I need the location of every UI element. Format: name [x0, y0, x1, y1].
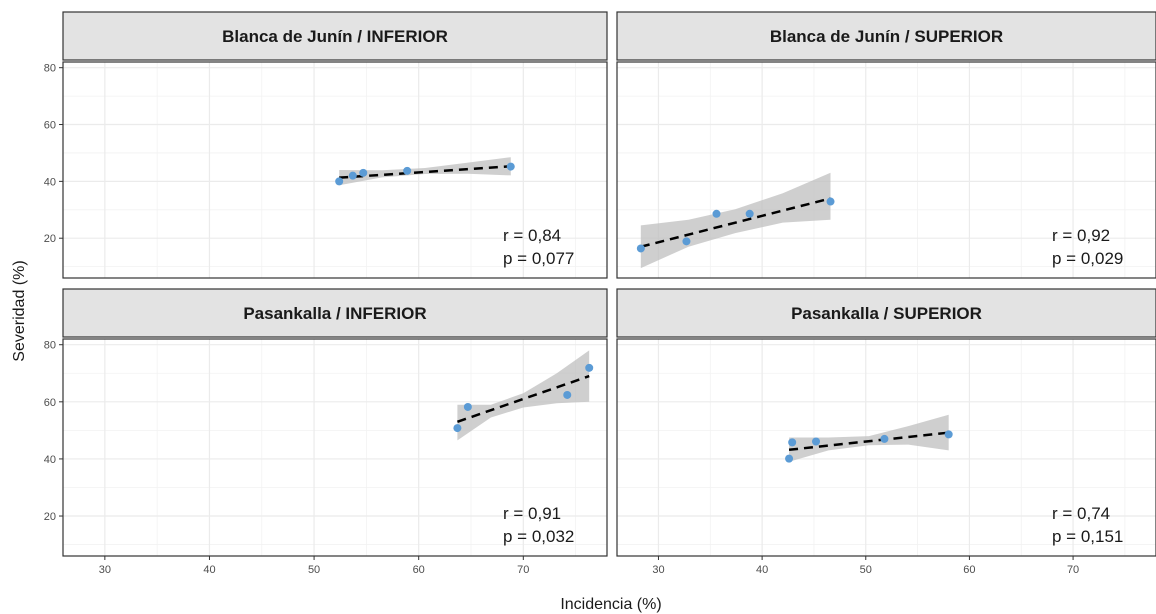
data-point: [712, 209, 721, 218]
panel-content: [63, 62, 607, 278]
facet-panel: r = 0,84 p = 0,077 Blanca de Junín / INFER…: [44, 11, 608, 279]
data-point: [403, 166, 412, 175]
x-tick-label: 30: [652, 564, 664, 576]
fit-line: [339, 165, 511, 179]
x-tick-label: 30: [99, 564, 111, 576]
panel-border: [616, 61, 1156, 279]
facet-title: Blanca de Junín / INFERIOR: [222, 27, 448, 46]
fit-line: [640, 197, 831, 248]
p-value-label: p = 0,077: [503, 249, 574, 268]
data-point: [745, 209, 754, 218]
y-tick-label: 60: [44, 120, 56, 132]
facet-panel: r = 0,92 p = 0,029 Blanca de Junín / SUPER…: [616, 11, 1156, 279]
panel-background: [63, 339, 607, 556]
data-point: [812, 437, 821, 446]
data-point: [944, 430, 953, 439]
x-tick-label: 40: [756, 564, 768, 576]
y-tick-label: 40: [44, 454, 56, 466]
confidence-band: [789, 414, 949, 462]
x-tick-label: 60: [963, 564, 975, 576]
facet-title: Pasankalla / SUPERIOR: [791, 304, 982, 323]
p-value-label: p = 0,029: [1052, 249, 1123, 268]
panel-content: [617, 62, 1156, 278]
facet-strip: [616, 11, 1156, 61]
x-tick-label: 60: [413, 564, 425, 576]
data-point: [335, 177, 344, 186]
fit-line: [788, 431, 949, 452]
facet-title: Pasankalla / INFERIOR: [243, 304, 426, 323]
correlation-r-label: r = 0,74: [1052, 504, 1110, 523]
facet-panel: r = 0,91 p = 0,032 Pasankalla / INFERIOR 20…: [44, 288, 608, 576]
correlation-r-label: r = 0,91: [503, 504, 561, 523]
correlation-r-label: r = 0,84: [503, 226, 561, 245]
confidence-band: [339, 157, 511, 186]
data-point: [563, 390, 572, 399]
correlation-r-label: r = 0,92: [1052, 226, 1110, 245]
y-tick-label: 80: [44, 63, 56, 75]
x-tick-label: 50: [860, 564, 872, 576]
confidence-band: [457, 350, 590, 441]
x-axis-title: Incidencia (%): [560, 596, 661, 613]
facet-strip: [62, 11, 608, 61]
x-tick-label: 70: [517, 564, 529, 576]
panel-border: [616, 338, 1156, 557]
data-point: [506, 162, 515, 171]
data-point: [880, 434, 889, 443]
p-value-label: p = 0,151: [1052, 527, 1123, 546]
data-point: [359, 168, 368, 177]
panel-content: [63, 339, 607, 556]
facet-strip: [62, 288, 608, 338]
data-point: [636, 244, 645, 253]
data-point: [453, 424, 462, 433]
data-point: [788, 438, 797, 447]
fit-line: [456, 374, 590, 423]
panel-background: [617, 339, 1156, 556]
panel-background: [63, 62, 607, 278]
panel-border: [62, 61, 608, 279]
y-axis-title: Severidad (%): [11, 260, 28, 361]
y-tick-label: 60: [44, 397, 56, 409]
data-point: [682, 237, 691, 246]
y-tick-label: 20: [44, 233, 56, 245]
x-tick-label: 40: [203, 564, 215, 576]
facet-title: Blanca de Junín / SUPERIOR: [770, 27, 1003, 46]
data-point: [585, 363, 594, 372]
data-point: [826, 197, 835, 206]
panel-border: [62, 338, 608, 557]
y-tick-label: 80: [44, 340, 56, 352]
data-point: [463, 402, 472, 411]
data-point: [785, 454, 794, 463]
x-tick-label: 50: [308, 564, 320, 576]
y-tick-label: 20: [44, 511, 56, 523]
panel-background: [617, 62, 1156, 278]
panel-content: [617, 339, 1156, 556]
x-tick-label: 70: [1067, 564, 1079, 576]
p-value-label: p = 0,032: [503, 527, 574, 546]
facet-strip: [616, 288, 1156, 338]
y-tick-label: 40: [44, 176, 56, 188]
facet-panel: r = 0,74 p = 0,151 Pasankalla / SUPERIOR 30…: [616, 288, 1156, 576]
data-point: [348, 171, 357, 180]
